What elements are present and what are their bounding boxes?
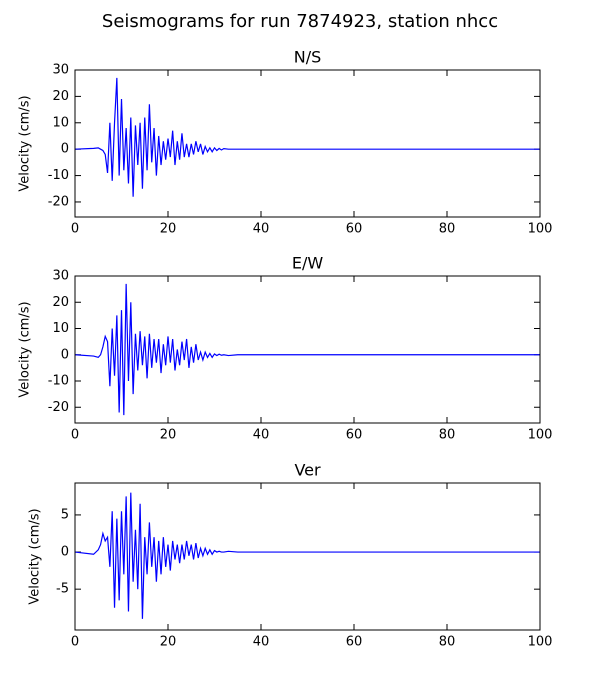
figure-title: Seismograms for run 7874923, station nhc… bbox=[102, 11, 498, 32]
y-tick-label: 0 bbox=[61, 347, 69, 362]
x-tick-label: 100 bbox=[528, 222, 553, 237]
y-tick-label: 10 bbox=[52, 115, 69, 130]
seismogram-line bbox=[75, 77, 540, 197]
y-tick-label: -20 bbox=[48, 194, 69, 209]
y-tick-label: 0 bbox=[61, 545, 69, 560]
x-tick-label: 100 bbox=[528, 635, 553, 650]
y-axis-label: Velocity (cm/s) bbox=[18, 301, 33, 397]
y-tick-label: 20 bbox=[52, 295, 69, 310]
x-tick-label: 80 bbox=[439, 222, 456, 237]
x-tick-label: 60 bbox=[346, 635, 363, 650]
y-axis-label: Velocity (cm/s) bbox=[18, 95, 33, 191]
y-tick-label: -10 bbox=[48, 168, 69, 183]
x-tick-label: 0 bbox=[71, 222, 79, 237]
x-tick-label: 40 bbox=[253, 222, 270, 237]
x-tick-label: 40 bbox=[253, 428, 270, 443]
x-tick-label: 60 bbox=[346, 222, 363, 237]
y-tick-label: -5 bbox=[56, 582, 69, 597]
seismogram-line bbox=[75, 283, 540, 416]
x-tick-label: 100 bbox=[528, 428, 553, 443]
y-tick-label: -20 bbox=[48, 400, 69, 415]
plot-frame bbox=[74, 482, 541, 631]
x-tick-label: 0 bbox=[71, 428, 79, 443]
y-tick-label: 30 bbox=[52, 63, 69, 78]
plot-frame bbox=[74, 69, 541, 218]
seismogram-line bbox=[75, 492, 540, 619]
y-tick-label: 0 bbox=[61, 142, 69, 157]
panel-title: E/W bbox=[292, 254, 324, 273]
y-tick-label: 10 bbox=[52, 321, 69, 336]
x-tick-label: 60 bbox=[346, 428, 363, 443]
y-tick-label: 5 bbox=[61, 507, 69, 522]
x-tick-label: 80 bbox=[439, 635, 456, 650]
panel-title: Ver bbox=[294, 461, 321, 480]
y-axis-label: Velocity (cm/s) bbox=[28, 508, 43, 604]
y-tick-label: 20 bbox=[52, 89, 69, 104]
panel-title: N/S bbox=[294, 48, 322, 67]
y-tick-label: 30 bbox=[52, 269, 69, 284]
x-tick-label: 40 bbox=[253, 635, 270, 650]
plot-frame bbox=[74, 275, 541, 424]
x-tick-label: 20 bbox=[160, 222, 177, 237]
x-tick-label: 80 bbox=[439, 428, 456, 443]
x-tick-label: 20 bbox=[160, 428, 177, 443]
x-tick-label: 20 bbox=[160, 635, 177, 650]
y-tick-label: -10 bbox=[48, 374, 69, 389]
x-tick-label: 0 bbox=[71, 635, 79, 650]
